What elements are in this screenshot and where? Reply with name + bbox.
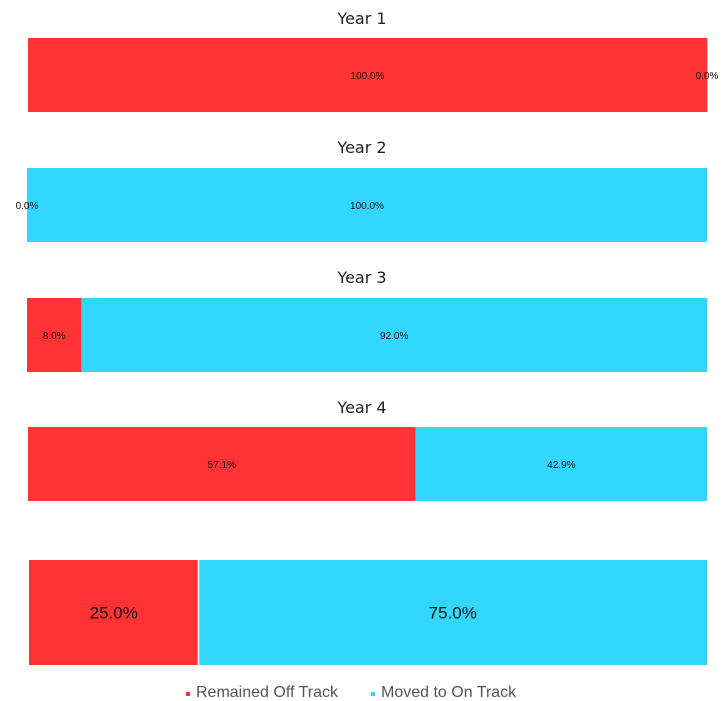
data-label-remained-off-track: 8.0% <box>43 331 66 342</box>
data-label-moved-to-on-track: 42.9% <box>547 460 575 471</box>
panel-title: Year 2 <box>336 138 386 157</box>
bar-segment-remained-off-track <box>29 560 199 665</box>
bar-segment-moved-to-on-track <box>81 298 707 372</box>
data-label-remained-off-track: 57.1% <box>208 460 236 471</box>
data-label-moved-to-on-track: 100.0% <box>350 201 384 212</box>
data-label-remained-off-track: 25.0% <box>90 604 138 623</box>
legend-swatch-moved-to-on-track <box>371 692 375 696</box>
chart-panels: Year 1 100.0% 0.0% Year 2 0.0% 100.0% Year 3 8.… <box>16 9 719 665</box>
data-label-remained-off-track: 100.0% <box>351 71 385 82</box>
data-label-moved-to-on-track: 75.0% <box>429 604 477 623</box>
legend-swatch-remained-off-track <box>186 692 190 696</box>
panel-title: Year 4 <box>336 398 386 417</box>
panel-2: Year 2 0.0% 100.0% <box>16 138 707 242</box>
panel-3: Year 3 8.0% 92.0% <box>27 268 707 372</box>
data-label-moved-to-on-track: 0.0% <box>696 71 719 82</box>
bar-segment-moved-to-on-track <box>27 168 707 242</box>
bar-segment-moved-to-on-track <box>198 560 707 665</box>
data-label-moved-to-on-track: 92.0% <box>380 331 408 342</box>
legend-label-moved-to-on-track: Moved to On Track <box>381 684 517 701</box>
bar-segment-moved-to-on-track <box>415 427 707 501</box>
panel-title: Year 1 <box>336 9 386 28</box>
bar-segment-moved-to-on-track <box>707 38 708 112</box>
data-label-remained-off-track: 0.0% <box>16 201 39 212</box>
panel-4: Year 4 57.1% 42.9% <box>28 398 707 501</box>
bar-segment-remained-off-track <box>27 298 82 372</box>
chart-legend: Remained Off Track Moved to On Track <box>186 684 517 701</box>
bar-segment-remained-off-track <box>28 427 416 501</box>
panel-5: 25.0% 75.0% <box>29 560 707 665</box>
legend-label-remained-off-track: Remained Off Track <box>196 684 339 701</box>
bar-segment-remained-off-track <box>28 38 707 112</box>
panel-title: Year 3 <box>336 268 386 287</box>
panel-1: Year 1 100.0% 0.0% <box>28 9 719 112</box>
